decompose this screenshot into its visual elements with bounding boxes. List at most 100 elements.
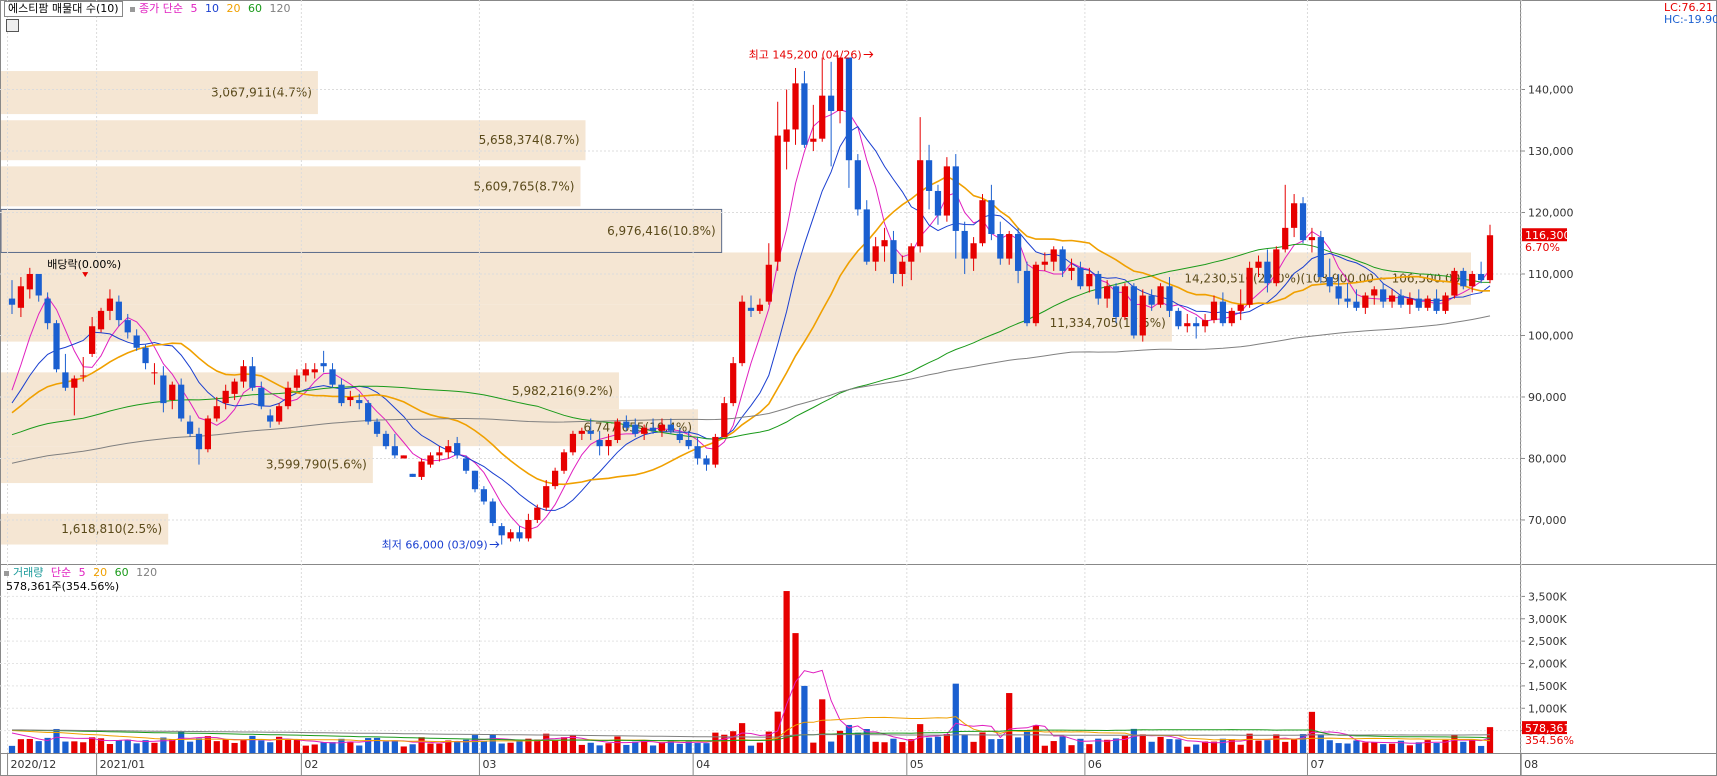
candle-body <box>196 434 202 449</box>
volume-bar <box>623 745 629 753</box>
candle-body <box>1060 249 1066 271</box>
candle-body <box>801 83 807 144</box>
candle-body <box>890 240 896 274</box>
volume-bar <box>1362 742 1368 753</box>
volume-bar <box>1380 744 1386 753</box>
y-tick-label: 80,000 <box>1528 452 1567 465</box>
price-legend-title[interactable]: 에스티팜 매물대 수(10) <box>4 1 123 17</box>
volume-bar <box>329 742 335 753</box>
volume-bar <box>258 740 264 753</box>
vma20-legend: 20 <box>93 566 107 579</box>
volume-bar <box>356 746 362 753</box>
volume-bar <box>1131 729 1137 753</box>
candle-body <box>1202 320 1208 326</box>
candle-body <box>44 299 50 324</box>
volume-bar <box>1433 743 1439 753</box>
y-tick-label: 3,500K <box>1528 590 1567 603</box>
candle-body <box>1416 299 1422 308</box>
ma-legend-label: 종가 단순 <box>139 2 183 15</box>
candle-body <box>712 437 718 465</box>
candle-body <box>481 489 487 501</box>
candle-body <box>1433 299 1439 311</box>
volume-bar <box>1042 746 1048 753</box>
volume-bar <box>481 741 487 753</box>
vma60-legend: 60 <box>115 566 129 579</box>
candle-body <box>926 160 932 191</box>
candle-body <box>534 508 540 520</box>
high-arrow-icon <box>864 52 873 58</box>
candle-body <box>1006 234 1012 259</box>
volume-bar <box>1193 745 1199 753</box>
volume-bar <box>240 740 246 753</box>
volume-bar <box>1060 736 1066 753</box>
candle-body <box>944 166 950 215</box>
volume-profile-label: 3,067,911(4.7%) <box>211 86 312 100</box>
volume-bar <box>410 744 416 753</box>
candle-body <box>36 274 42 296</box>
x-tick-label: 02 <box>304 758 318 771</box>
candle-body <box>1184 323 1190 326</box>
volume-bar <box>1149 742 1155 753</box>
candle-body <box>1487 235 1493 280</box>
volume-bar <box>214 741 220 753</box>
candle-body <box>365 403 371 421</box>
candle-body <box>775 136 781 262</box>
candle-body <box>614 422 620 440</box>
volume-legend-title[interactable]: 거래량 <box>13 566 43 579</box>
candle-body <box>205 418 211 449</box>
volume-legend: 거래량 단순 5 20 60 120 <box>4 566 161 580</box>
candle-body <box>1300 203 1306 240</box>
candle-body <box>810 139 816 142</box>
volume-bar <box>1318 734 1324 753</box>
volume-bar <box>1184 747 1190 753</box>
volume-bar <box>748 746 754 753</box>
y-tick-label: 100,000 <box>1528 329 1574 342</box>
volume-bar <box>801 686 807 753</box>
grid-settings-icon[interactable] <box>6 19 19 32</box>
candle-body <box>1389 296 1395 302</box>
candle-body <box>570 434 576 452</box>
volume-bar <box>134 743 140 753</box>
candle-body <box>499 526 505 535</box>
volume-bar <box>641 741 647 753</box>
volume-bar <box>1487 727 1493 753</box>
volume-bar <box>979 732 985 753</box>
y-tick-label: 140,000 <box>1528 83 1574 96</box>
volume-bar <box>321 742 327 753</box>
volume-bar <box>944 734 950 753</box>
volume-bar <box>125 740 131 753</box>
last-price-change: 6.70% <box>1525 241 1560 254</box>
volume-bar <box>1211 742 1217 753</box>
candle-body <box>881 240 887 246</box>
candle-body <box>516 532 522 538</box>
legend-square-icon <box>4 571 9 576</box>
volume-bar <box>1015 737 1021 753</box>
volume-bar <box>1246 734 1252 753</box>
volume-bar <box>107 744 113 753</box>
candle-body <box>979 200 985 243</box>
volume-bar <box>1282 742 1288 753</box>
volume-bar <box>1273 734 1279 753</box>
volume-bar <box>392 740 398 753</box>
candle-body <box>116 302 122 320</box>
volume-bar <box>516 741 522 753</box>
y-tick-label: 3,000K <box>1528 613 1567 626</box>
volume-bar <box>757 743 763 753</box>
legend-square-icon <box>130 7 135 12</box>
candle-body <box>1104 286 1110 298</box>
candle-body <box>383 434 389 446</box>
volume-bar <box>142 740 148 753</box>
ma5-legend: 5 <box>191 2 198 15</box>
candle-body <box>338 385 344 403</box>
candle-body <box>71 379 77 388</box>
candle-body <box>507 532 513 538</box>
ma10-legend: 10 <box>205 2 219 15</box>
volume-bar <box>935 737 941 753</box>
volume-bar <box>810 743 816 753</box>
volume-bar <box>36 741 42 753</box>
candle-body <box>169 385 175 400</box>
volume-bar <box>1353 740 1359 753</box>
candle-body <box>1407 299 1413 305</box>
candle-body <box>125 320 131 332</box>
